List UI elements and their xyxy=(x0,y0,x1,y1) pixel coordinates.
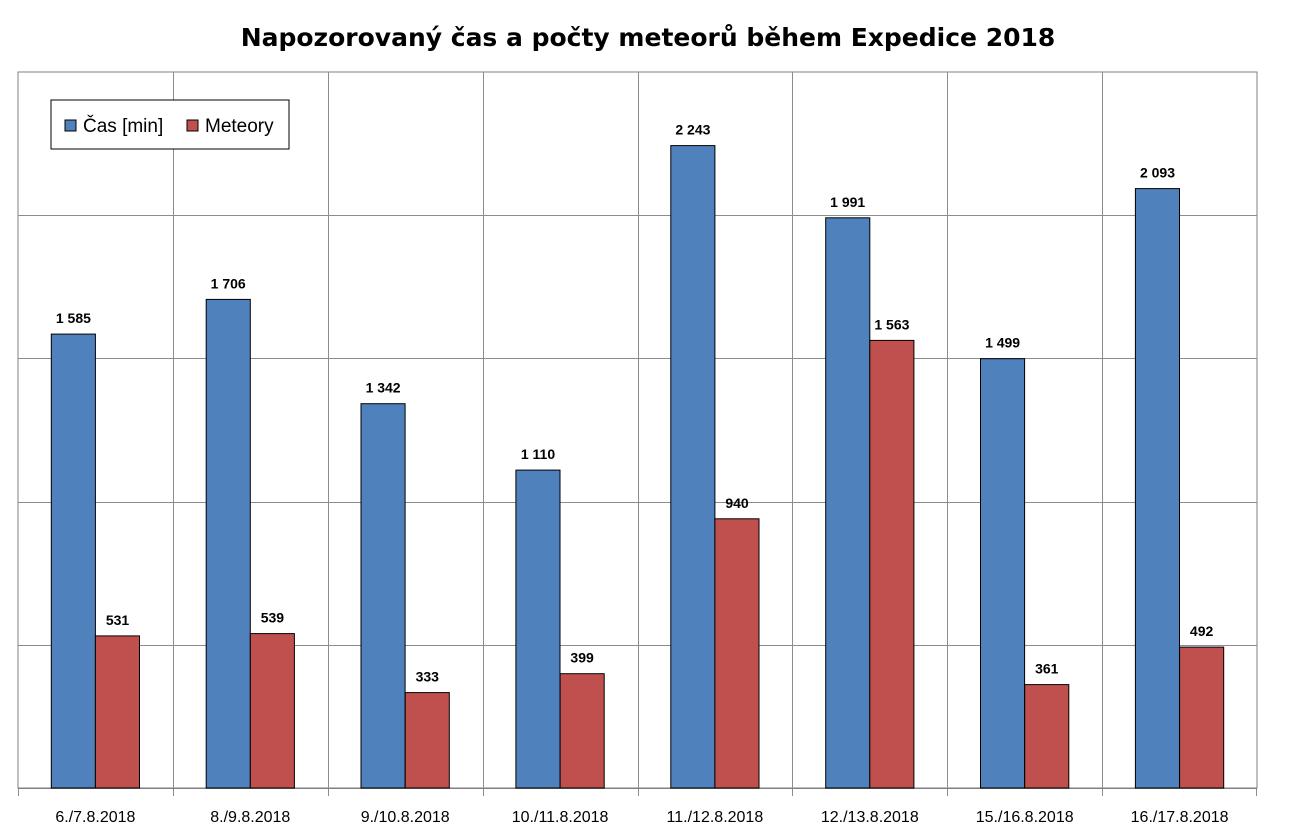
data-label: 1 499 xyxy=(985,335,1020,351)
data-label: 361 xyxy=(1035,661,1059,677)
data-label: 1 563 xyxy=(874,316,909,332)
data-label: 1 342 xyxy=(366,380,401,396)
x-tick-label: 6./7.8.2018 xyxy=(55,809,135,826)
data-label: 399 xyxy=(570,650,594,666)
bar-meteory xyxy=(1024,684,1070,789)
bar-meteory xyxy=(404,692,450,789)
plot-frame xyxy=(17,71,1258,789)
bar-cas xyxy=(980,358,1026,789)
data-label: 333 xyxy=(416,669,440,685)
bar-cas xyxy=(205,298,251,789)
data-label: 2 093 xyxy=(1140,165,1175,181)
bar-meteory xyxy=(1179,646,1225,789)
bar-cas xyxy=(515,469,561,789)
x-tick-label: 12./13.8.2018 xyxy=(821,809,919,826)
x-tick-label: 10./11.8.2018 xyxy=(512,809,609,826)
bar-cas xyxy=(50,333,96,789)
bar-cas xyxy=(1134,188,1181,789)
x-tick-label: 9./10.8.2018 xyxy=(361,809,450,826)
data-label: 492 xyxy=(1190,623,1214,639)
data-label: 531 xyxy=(106,612,130,628)
plot-area: 1 585 531 6./7.8.2018 1 706 539 8./9.8.2018 1 … xyxy=(17,71,1258,826)
legend-label: Meteory xyxy=(205,116,274,137)
chart-title: Napozorovaný čas a počty meteorů během E… xyxy=(241,23,1056,52)
legend: Čas [min] Meteory xyxy=(50,99,290,150)
data-label: 1 110 xyxy=(521,446,555,462)
x-tick-label: 15./16.8.2018 xyxy=(976,809,1074,826)
legend-swatch xyxy=(64,119,77,132)
bar-meteory xyxy=(869,339,915,789)
bar-meteory xyxy=(94,635,140,789)
data-label: 1 706 xyxy=(211,275,246,291)
legend-label: Čas [min] xyxy=(83,115,163,137)
x-tick-label: 16./17.8.2018 xyxy=(1131,809,1229,826)
data-label: 1 991 xyxy=(830,194,865,210)
bar-meteory xyxy=(249,633,295,789)
x-tick-label: 11./12.8.2018 xyxy=(667,809,764,826)
legend-swatch xyxy=(186,119,199,132)
bar-meteory xyxy=(559,673,605,789)
bar-cas xyxy=(360,403,406,789)
data-label: 539 xyxy=(261,610,285,626)
data-label: 940 xyxy=(725,495,749,511)
data-label: 2 243 xyxy=(675,122,710,138)
bar-meteory xyxy=(714,518,760,789)
bar-cas xyxy=(670,145,716,789)
data-label: 1 585 xyxy=(56,310,91,326)
bar-cas xyxy=(825,217,871,789)
legend-box xyxy=(50,99,290,150)
x-tick-label: 8./9.8.2018 xyxy=(210,809,290,826)
